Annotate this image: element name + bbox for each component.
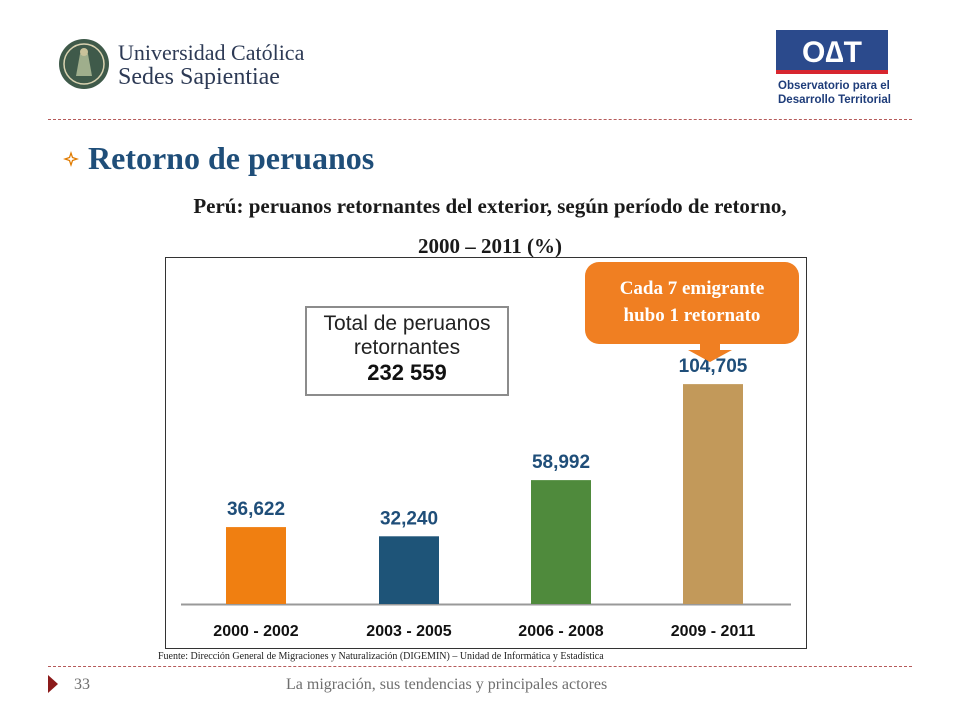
bar-value-label-4: 104,705 <box>679 356 748 377</box>
top-divider <box>48 119 912 120</box>
bar-value-label-2: 32,240 <box>380 508 438 529</box>
total-box-value: 232 559 <box>367 360 447 385</box>
callout-box: Cada 7 emigrante hubo 1 retornato <box>585 262 799 344</box>
bar-value-label-3: 58,992 <box>532 452 590 473</box>
bar-chart-svg: 36,622 2000 - 2002 32,240 2003 - 2005 58,992… <box>181 356 791 640</box>
odt-emblem-icon: O∆T <box>776 30 888 74</box>
bar-chart: 36,622 2000 - 2002 32,240 2003 - 2005 58,992… <box>165 257 807 649</box>
bar-1 <box>226 527 286 604</box>
odt-letters: O∆T <box>802 36 862 69</box>
total-returnees-box: Total de peruanos retornantes 232 559 <box>305 306 509 396</box>
odt-name-line2: Desarrollo Territorial <box>778 94 891 106</box>
ucss-name-line2: Sedes Sapientiae <box>118 64 280 90</box>
chart-title-line1: Perú: peruanos retornantes del exterior,… <box>193 194 787 218</box>
x-tick-label-4: 2009 - 2011 <box>671 623 756 640</box>
total-box-line1: Total de peruanos <box>323 312 491 335</box>
callout-line2: hubo 1 retornato <box>623 305 761 326</box>
page-number: 33 <box>74 676 90 693</box>
footer-text: La migración, sus tendencias y principal… <box>286 676 608 693</box>
callout-arrow-icon <box>688 344 732 362</box>
odt-name-line1: Observatorio para el <box>778 80 890 92</box>
x-tick-label-1: 2000 - 2002 <box>213 623 299 640</box>
heading-text: Retorno de peruanos <box>88 140 375 176</box>
ucss-logo: Universidad Católica Sedes Sapientiae <box>58 38 304 96</box>
bar-2 <box>379 536 439 604</box>
footer-triangle-icon <box>48 675 58 693</box>
odt-logo: O∆T Observatorio para el Desarrollo Terr… <box>774 30 904 110</box>
bottom-divider <box>48 666 912 667</box>
ucss-seal-icon <box>59 39 109 89</box>
diamond-bullet-icon <box>63 150 79 167</box>
x-tick-label-2: 2003 - 2005 <box>366 623 452 640</box>
ucss-name-line1: Universidad Católica <box>118 40 305 65</box>
slide-heading: Retorno de peruanos <box>62 140 374 177</box>
bar-value-label-1: 36,622 <box>227 499 285 520</box>
chart-title-line2: 2000 – 2011 (%) <box>417 234 563 258</box>
callout-line1: Cada 7 emigrante <box>619 278 765 299</box>
x-tick-label-3: 2006 - 2008 <box>518 623 604 640</box>
source-note: Fuente: Dirección General de Migraciones… <box>158 651 604 662</box>
total-box-line2: retornantes <box>353 336 461 359</box>
bar-4 <box>683 384 743 604</box>
bar-3 <box>531 480 591 604</box>
